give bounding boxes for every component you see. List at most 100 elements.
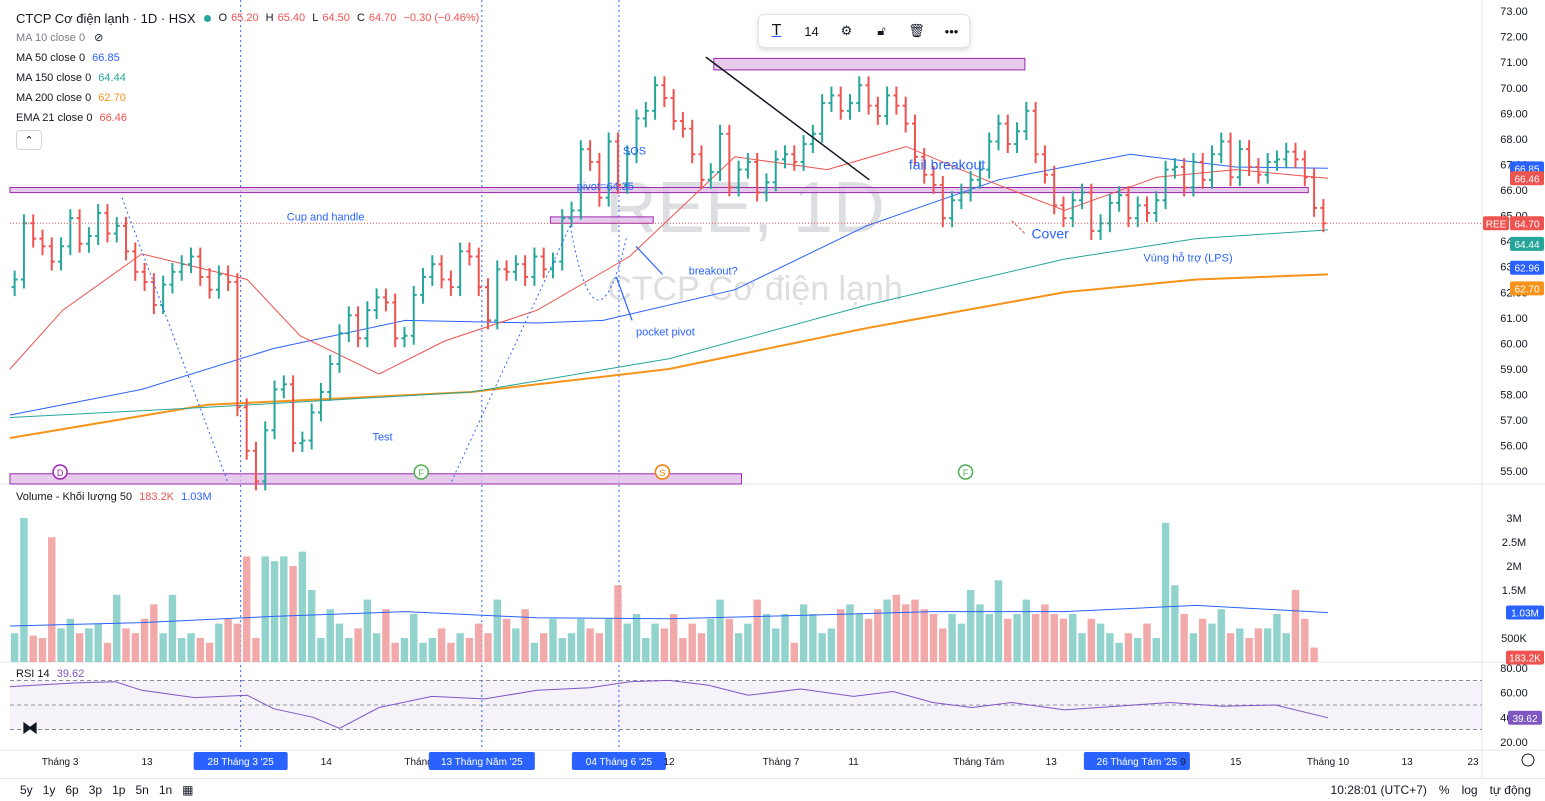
indicator-ema21[interactable]: EMA 21 close 0 66.46 [16,112,128,124]
volume-bar [642,638,650,662]
annotation-fail-breakout: fail breakout [909,157,985,173]
price-tick-label: 57.00 [1500,415,1528,427]
price-bar [1236,140,1243,187]
price-badge-label: 64.70 [1514,219,1539,230]
volume-bar [874,609,882,662]
event-marker [654,464,671,480]
volume-bar [1106,633,1114,662]
range-1n[interactable]: 1n [158,783,173,797]
price-badge-label: 66.46 [1514,174,1539,185]
volume-bar [475,623,483,662]
range-1p[interactable]: 1p [112,783,126,797]
indicator-ma200[interactable]: MA 200 close 0 62.70 [16,92,126,104]
chevron-up-icon: ⌃ [24,134,34,147]
price-bar [1060,196,1067,228]
price-bar [485,278,492,330]
price-bar [661,76,668,107]
calendar-icon[interactable]: ▦ [182,783,194,797]
volume-bar [57,628,65,662]
rsi-tick-label: 80.00 [1500,663,1528,675]
price-bar [345,306,352,343]
clock-time[interactable]: 10:28:01 (UTC+7) [1330,783,1427,797]
tradingview-logo[interactable]: ⧓ [22,720,38,737]
volume-bar [66,618,75,662]
delete-button[interactable]: 🗑︎ [904,19,930,43]
time-tick-label: 12 [663,757,675,768]
text-color-button[interactable]: T [764,19,790,43]
volume-bar [586,628,594,662]
price-bar [1181,158,1188,197]
price-badge [1510,171,1544,186]
price-bar [939,175,946,228]
volume-bar [307,590,316,662]
volume-bar [976,604,984,662]
range-1y[interactable]: 1y [42,783,56,797]
volume-bar [215,623,223,662]
market-status-icon [203,14,211,22]
settings-button[interactable]: ⚙ [834,19,860,43]
volume-bar [679,638,687,662]
more-button[interactable]: ••• [939,19,965,43]
indicator-ma50[interactable]: MA 50 close 0 66.85 [16,52,120,64]
price-badge-label: REE [1486,219,1507,230]
price-bar [707,163,714,189]
price-bar [234,273,241,417]
price-bar [420,268,427,304]
price-tick-label: 68.00 [1500,134,1528,146]
price-bar [809,124,816,153]
indicator-ma10[interactable]: MA 10 close 0 ⊘ [16,32,104,44]
volume-bar [595,633,604,662]
price-bar [429,255,436,286]
price-bar [1004,114,1011,153]
price-bar [1069,191,1076,228]
auto-toggle[interactable]: tự động [1489,783,1531,797]
volume-bar [29,635,37,662]
symbol-title[interactable]: CTCP Cơ điện lạnh · 1D · HSX [16,10,196,26]
volume-bar [1078,633,1086,662]
price-bar [754,152,761,202]
event-marker [52,464,68,480]
price-bar [698,145,705,189]
price-bar [187,247,194,274]
volume-bar [382,609,390,662]
indicator-ma150[interactable]: MA 150 close 0 64.44 [16,72,126,84]
price-bar [169,262,176,294]
volume-bar [1236,628,1244,662]
lock-button[interactable]: 🔓︎ [869,19,895,43]
rsi-pane-legend[interactable]: RSI 14 39.62 [16,668,85,680]
percent-toggle[interactable]: % [1438,783,1450,797]
volume-bar [75,633,84,662]
volume-bar [10,633,19,662]
range-3p[interactable]: 3p [88,783,103,797]
range-5y[interactable]: 5y [20,783,33,797]
price-bar [744,152,751,179]
range-5n[interactable]: 5n [135,783,149,797]
price-badge [1510,216,1544,231]
time-tick-label: Tháng [404,757,432,768]
price-bar [1051,165,1058,215]
log-toggle[interactable]: log [1461,783,1478,797]
price-bar [1106,193,1113,233]
volume-pane-legend[interactable]: Volume - Khối lượng 50 183.2K 1.03M [16,491,212,503]
eye-off-icon[interactable]: ⊘ [94,32,104,44]
price-bar [308,403,315,450]
cover-arrow [1011,220,1026,234]
volume-tick-label: 1.5M [1502,585,1526,597]
annotation-breakout: breakout? [689,265,738,277]
price-bar [726,124,733,197]
annotation-cover: Cover [1031,226,1069,242]
annotation-pivot: pivot=64.35 [577,181,634,193]
rsi-line [9,679,1329,729]
ema21-line [9,146,1329,375]
volume-bar [1180,614,1188,662]
volume-bar [558,638,566,662]
volume-bar [577,618,585,662]
time-tick-label: 26 Tháng Tám '25 [1097,757,1178,768]
volume-bar [623,623,631,662]
collapse-legend-button[interactable]: ⌃ [16,130,42,150]
time-tick-label: 9 [1180,757,1186,768]
text-size-button[interactable]: 14 [804,23,819,39]
price-bar [160,275,167,315]
range-6p[interactable]: 6p [65,783,79,797]
